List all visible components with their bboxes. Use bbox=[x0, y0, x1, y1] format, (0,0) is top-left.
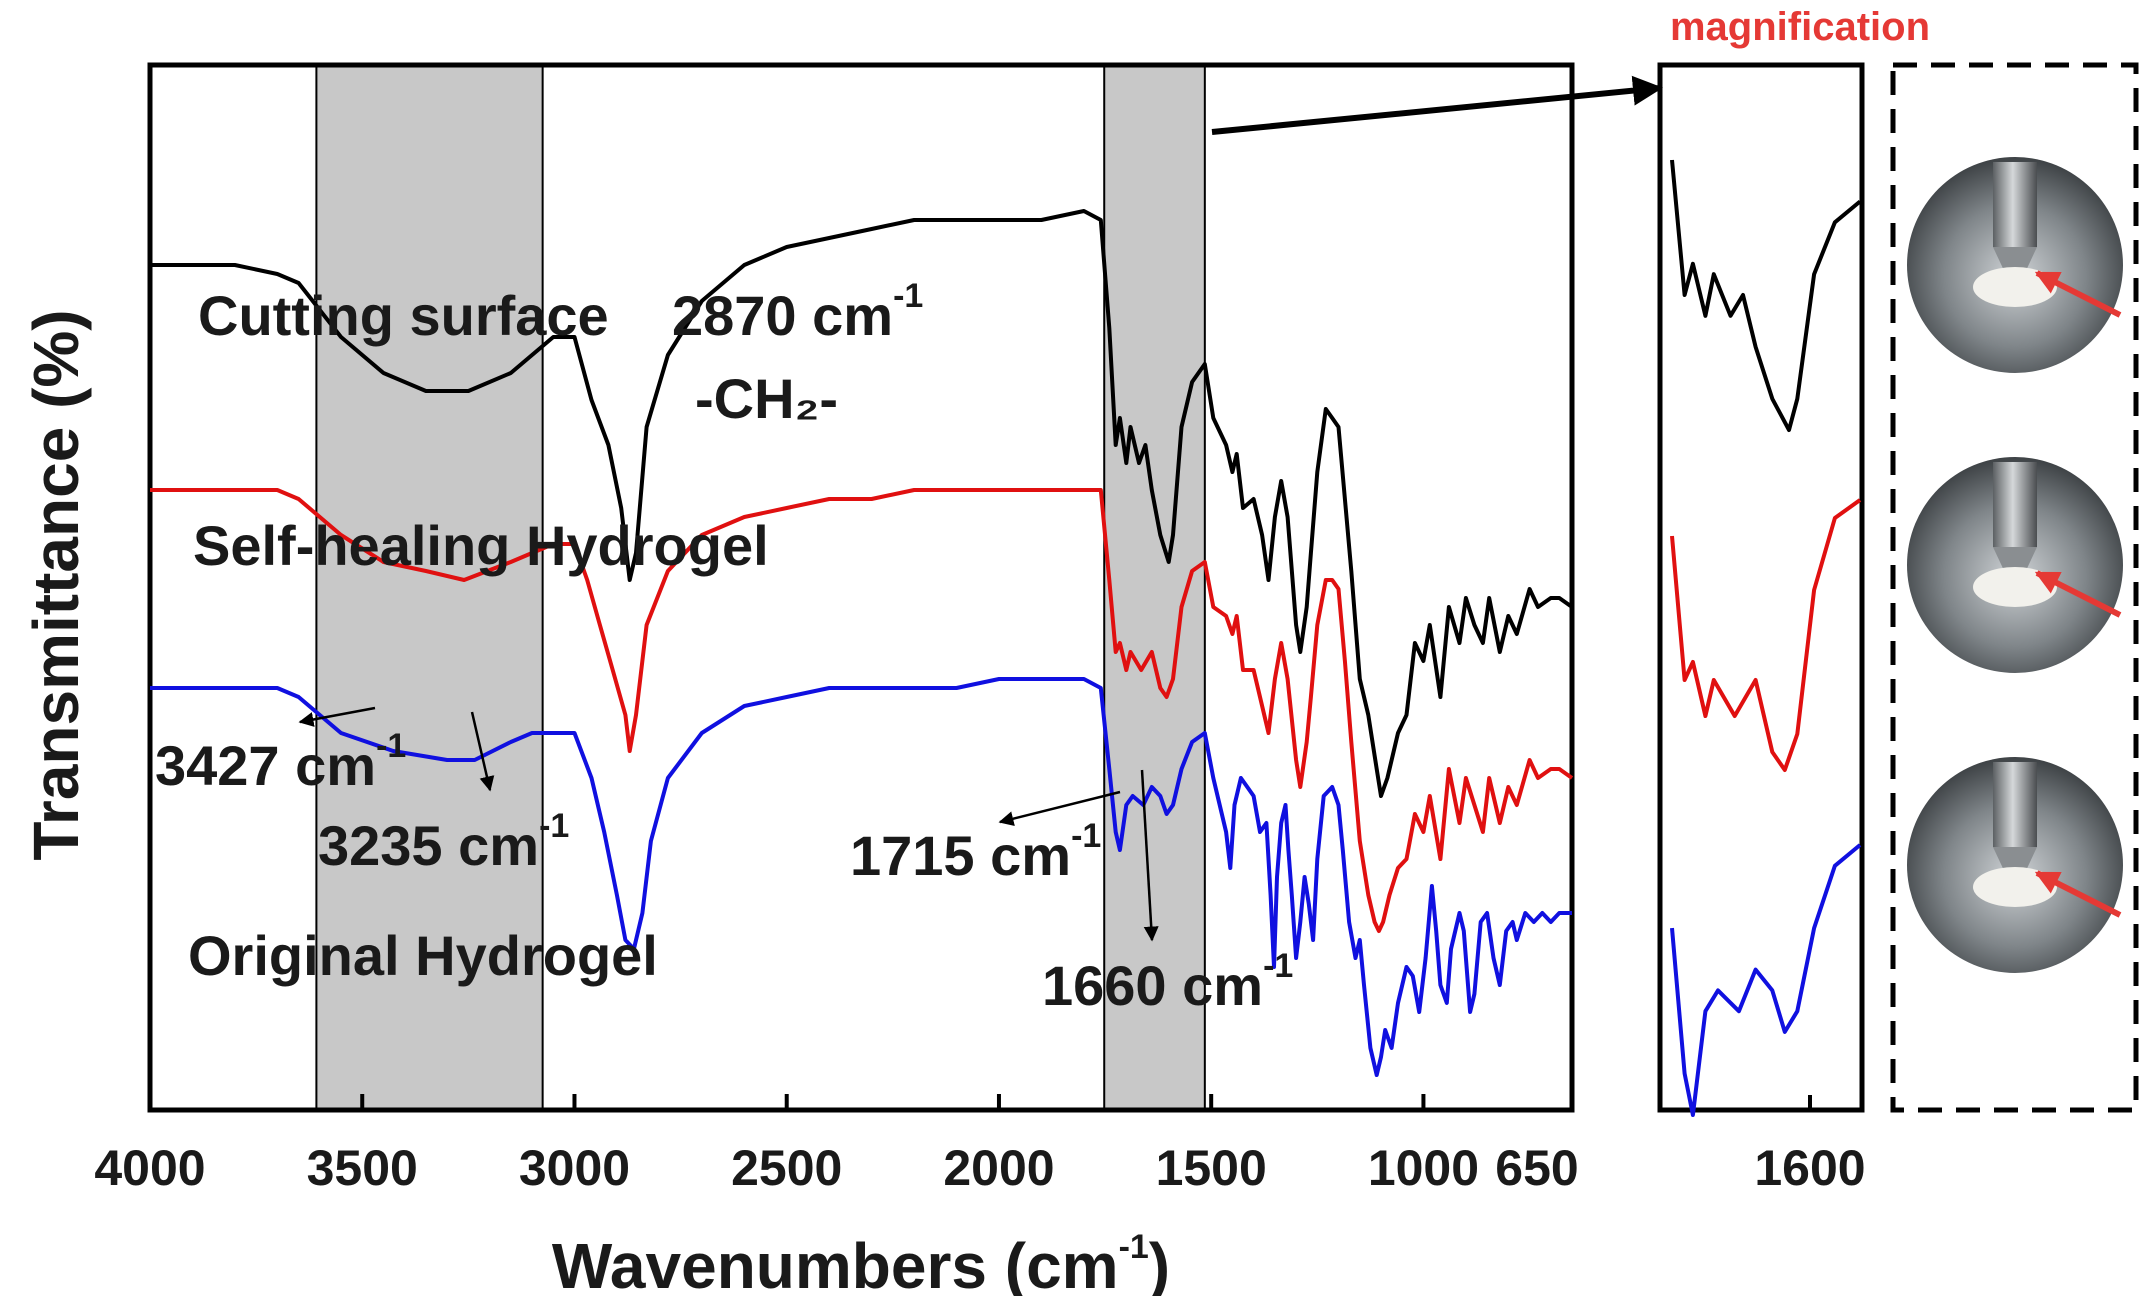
main-plot-frame bbox=[147, 62, 1575, 1113]
red-pointer-arrow bbox=[2034, 870, 2122, 918]
arrow-1660 bbox=[1140, 769, 1159, 942]
arrow-3427 bbox=[298, 706, 376, 727]
annotation-arrows bbox=[298, 706, 1159, 942]
arrow-1715 bbox=[998, 790, 1121, 827]
annotation-3235: 3235 cm-1 bbox=[318, 807, 569, 877]
series-label-cutting-surface: Cutting surface bbox=[198, 284, 609, 347]
arrow-3235 bbox=[470, 711, 495, 792]
inset-series-line-2 bbox=[1670, 843, 1862, 1117]
probe-shaft bbox=[1993, 462, 2037, 547]
series-line-0 bbox=[150, 209, 1574, 798]
annotation-2870: 2870 cm-1 bbox=[672, 277, 923, 347]
hydrogel-sample bbox=[1973, 567, 2057, 607]
inset-series-line-1 bbox=[1670, 498, 1862, 772]
inset-tick-label: 1600 bbox=[1754, 1140, 1865, 1196]
x-tick-label-4: 2000 bbox=[943, 1140, 1054, 1196]
magnification-arrow bbox=[1211, 75, 1663, 135]
series-line-1 bbox=[150, 488, 1574, 933]
x-tick-label-7: 650 bbox=[1495, 1140, 1578, 1196]
series-line-2 bbox=[150, 677, 1572, 1077]
x-tick-label-2: 3000 bbox=[519, 1140, 630, 1196]
hydrogel-sample bbox=[1973, 867, 2057, 907]
inset-series-line-0 bbox=[1670, 159, 1862, 432]
series-label-self-healing: Self-healing Hydrogel bbox=[193, 514, 769, 577]
inset-title: magnification bbox=[1670, 5, 1930, 49]
x-tick-label-6: 1000 bbox=[1368, 1140, 1479, 1196]
probe-shaft bbox=[1993, 162, 2037, 247]
sample-photo-0 bbox=[1907, 157, 2123, 373]
red-pointer-arrow bbox=[2034, 570, 2122, 618]
red-pointer-arrow bbox=[2034, 270, 2122, 318]
annotation-1660: 1660 cm-1 bbox=[1042, 947, 1293, 1017]
series-label-original: Original Hydrogel bbox=[188, 924, 658, 987]
annotation-3427: 3427 cm-1 bbox=[155, 727, 406, 797]
spectra-traces bbox=[150, 209, 1574, 1077]
x-tick-label-5: 1500 bbox=[1156, 1140, 1267, 1196]
x-tick-label-3: 2500 bbox=[731, 1140, 842, 1196]
photo-panel bbox=[1907, 157, 2123, 973]
shaded-region-0 bbox=[315, 64, 544, 1111]
sample-photo-2 bbox=[1907, 757, 2123, 973]
sample-photo-1 bbox=[1907, 457, 2123, 673]
x-tick-label-1: 3500 bbox=[307, 1140, 418, 1196]
photo-panel-frame bbox=[1890, 62, 2139, 1113]
x-axis-ticks: 4000 3500 3000 2500 2000 1500 1000 650 bbox=[94, 1094, 1579, 1196]
probe-shaft bbox=[1993, 762, 2037, 847]
inset-traces bbox=[1670, 159, 1862, 1117]
inset-frame bbox=[1657, 62, 1865, 1113]
annotation-1715: 1715 cm-1 bbox=[850, 817, 1101, 887]
x-axis-title: Wavenumbers (cm-1) bbox=[552, 1228, 1170, 1296]
annotation-ch2: -CH₂- bbox=[695, 367, 838, 430]
y-axis-title: Transmittance (%) bbox=[20, 309, 92, 860]
x-tick-label-0: 4000 bbox=[94, 1140, 205, 1196]
hydrogel-sample bbox=[1973, 267, 2057, 307]
